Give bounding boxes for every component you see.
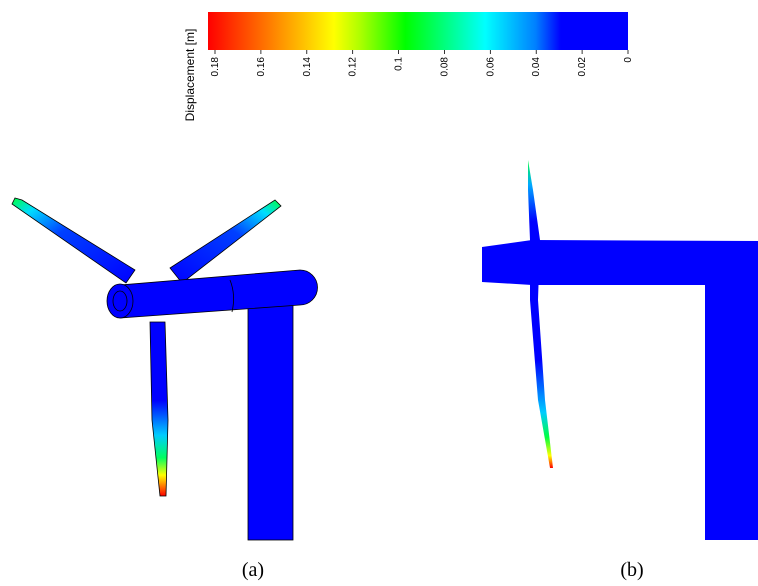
colorbar-tick-label: 0.18: [210, 57, 221, 77]
colorbar-tick-label: 0.08: [439, 57, 450, 77]
panel-label: (b): [620, 559, 643, 581]
colorbar-tick-label: 0.04: [531, 57, 542, 77]
colorbar-tick-label: 0.02: [577, 57, 588, 77]
colorbar-tick-label: 0: [623, 57, 634, 63]
turbine-side: [482, 160, 758, 540]
colorbar-tick-label: 0.1: [394, 57, 405, 71]
turbine-front: [12, 198, 318, 540]
colorbar-tick-label: 0.16: [256, 57, 267, 77]
colorbar-tick-label: 0.06: [485, 57, 496, 77]
colorbar-label: Displacement [m]: [183, 29, 197, 122]
colorbar-tick-label: 0.14: [302, 57, 313, 77]
figure: Displacement [m] 0.18 0.16 0.14 0.12 0.1 0.08…: [0, 0, 758, 586]
panel-label: (a): [242, 559, 264, 581]
colorbar-tick-label: 0.12: [348, 57, 359, 77]
colorbar: [208, 12, 628, 50]
colorbar-ticks: 0.18 0.16 0.14 0.12 0.1 0.08 0.06 0.04 0.02 0: [210, 50, 634, 76]
